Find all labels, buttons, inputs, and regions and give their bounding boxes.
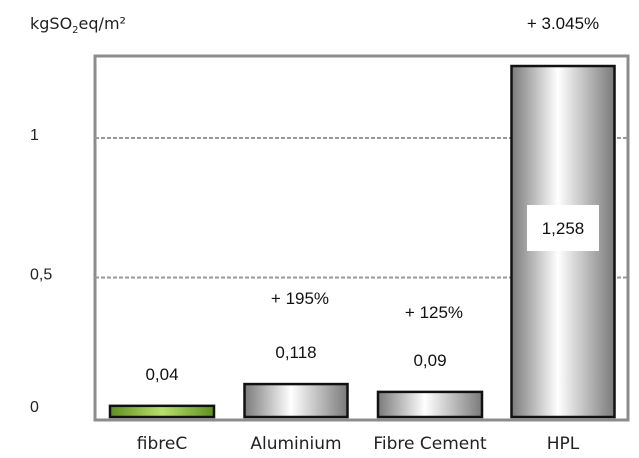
x-category-label-1: Aluminium xyxy=(250,434,341,454)
bar-aluminium xyxy=(243,382,349,419)
data-label-3: 1,258 xyxy=(542,219,585,238)
annotation-3: + 3.045% xyxy=(527,14,599,33)
y-tick-label-1: 0,5 xyxy=(30,267,52,284)
y-tick-label-0: 0 xyxy=(30,399,39,416)
x-category-label-3: HPL xyxy=(547,434,580,454)
plot-frame xyxy=(93,54,630,422)
y-axis-unit-label: kgSO2eq/m² xyxy=(30,14,126,37)
x-category-label-0: fibreC xyxy=(137,434,187,454)
bar-fibrec xyxy=(108,404,216,419)
data-label-1: 0,118 xyxy=(275,343,316,362)
x-category-label-2: Fibre Cement xyxy=(373,434,487,454)
annotation-2: + 125% xyxy=(405,303,463,322)
data-label-2: 0,09 xyxy=(413,351,446,370)
bar-fibre-cement xyxy=(376,390,484,419)
data-label-0: 0,04 xyxy=(145,365,178,384)
data-label-box-3 xyxy=(527,205,599,251)
y-tick-label-2: 1 xyxy=(30,127,39,144)
annotation-1: + 195% xyxy=(271,289,329,308)
